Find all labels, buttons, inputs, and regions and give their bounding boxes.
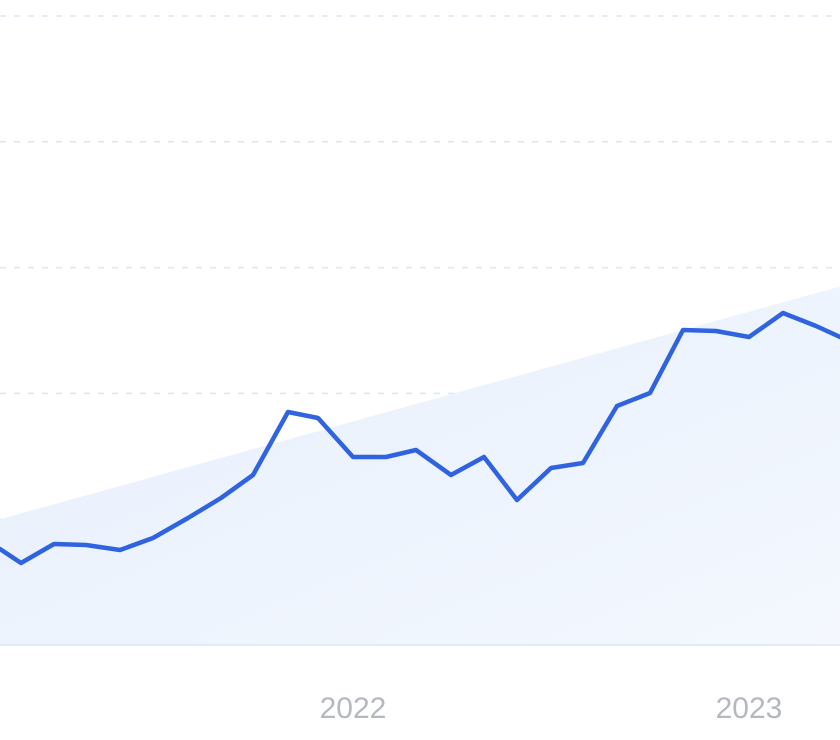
series-line [0,310,840,566]
x-axis-ticks: 2022 2023 [320,692,783,725]
trend-area [0,286,840,645]
x-tick-label-2022: 2022 [320,692,387,725]
x-tick-label-2023: 2023 [716,692,783,725]
